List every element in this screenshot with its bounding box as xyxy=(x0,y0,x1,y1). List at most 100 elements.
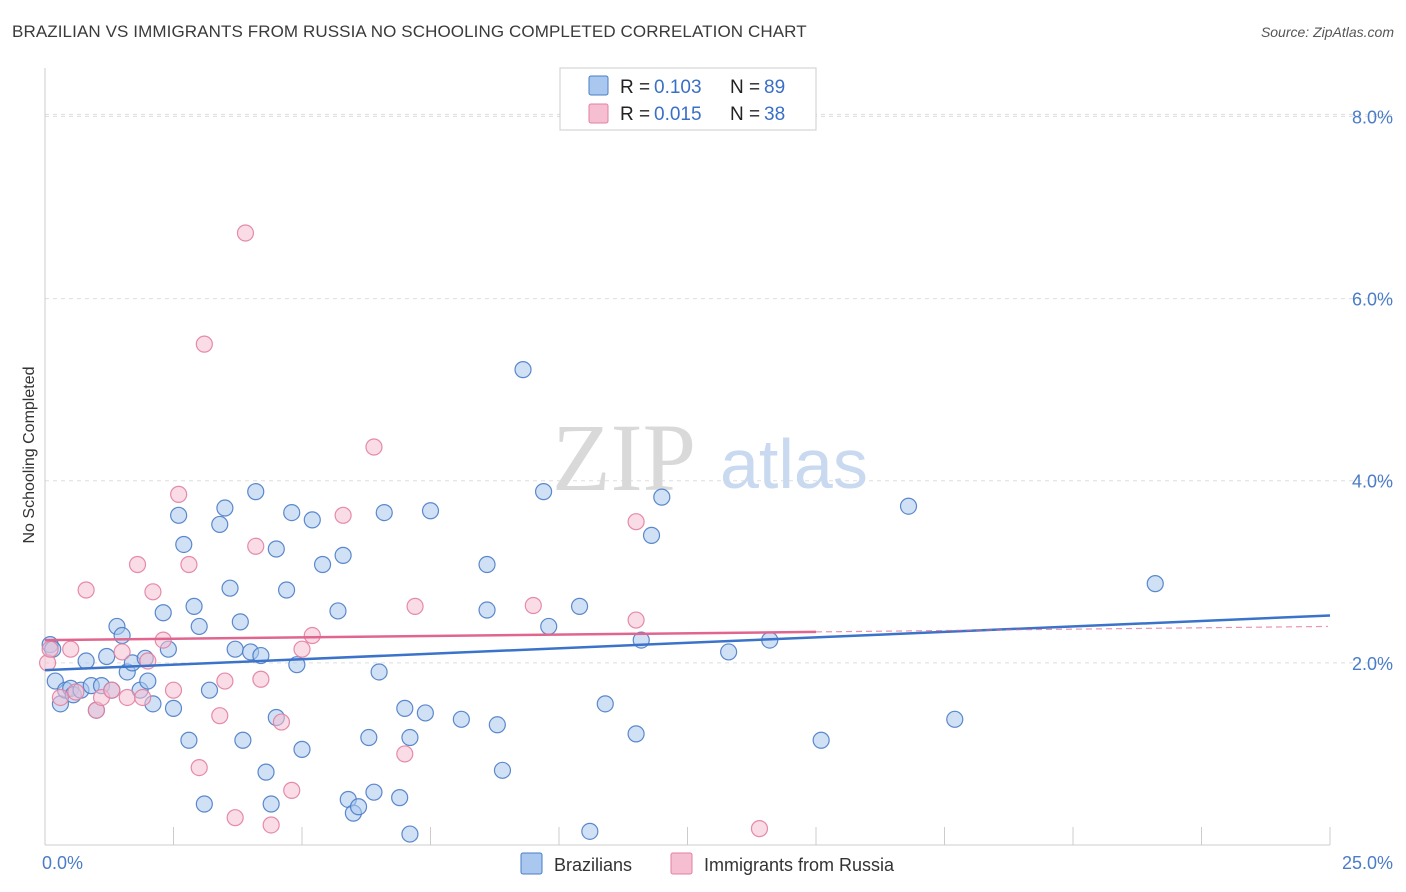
point-brazilians-75 xyxy=(581,822,599,840)
point-russia-32 xyxy=(334,506,352,524)
point-brazilians-72 xyxy=(534,483,553,501)
point-brazilians-36 xyxy=(231,613,249,631)
point-brazilians-61 xyxy=(396,699,414,717)
point-brazilians-52 xyxy=(334,546,352,564)
series-legend-swatch-brazilians xyxy=(520,852,543,875)
point-russia-29 xyxy=(283,781,301,799)
point-russia-37 xyxy=(627,513,645,531)
point-brazilians-51 xyxy=(329,602,347,620)
series-legend: Brazilians Immigrants from Russia xyxy=(520,852,895,875)
chart-title: BRAZILIAN VS IMMIGRANTS FROM RUSSIA NO S… xyxy=(12,22,807,41)
series-legend-label-brazilians: Brazilians xyxy=(554,855,632,875)
y-tick-label-0: 2.0% xyxy=(1352,654,1393,674)
point-russia-16 xyxy=(164,681,183,699)
point-brazilians-32 xyxy=(211,515,229,534)
point-russia-17 xyxy=(170,485,188,503)
point-russia-3 xyxy=(62,640,80,658)
legend-r-label-0: R = xyxy=(620,77,650,98)
point-russia-20 xyxy=(195,335,213,353)
point-brazilians-26 xyxy=(175,535,193,554)
y-tick-label-1: 4.0% xyxy=(1352,472,1393,492)
point-brazilians-58 xyxy=(370,663,388,681)
point-brazilians-66 xyxy=(452,710,470,728)
point-russia-39 xyxy=(750,820,769,838)
point-brazilians-43 xyxy=(267,540,285,558)
point-russia-33 xyxy=(365,438,383,456)
legend-r-label-1: R = xyxy=(620,104,650,125)
point-russia-25 xyxy=(247,537,265,555)
point-brazilians-28 xyxy=(185,597,203,615)
point-brazilians-34 xyxy=(221,579,239,597)
point-brazilians-62 xyxy=(401,728,419,747)
point-brazilians-73 xyxy=(540,617,558,636)
watermark: ZIP atlas xyxy=(552,404,868,511)
point-brazilians-25 xyxy=(170,506,188,524)
x-tick-label-1: 25.0% xyxy=(1342,853,1393,873)
correlation-legend: R = 0.103 N = 89 R = 0.015 N = 38 xyxy=(559,67,817,131)
point-russia-36 xyxy=(524,596,542,615)
series-legend-label-russia: Immigrants from Russia xyxy=(704,855,895,875)
point-brazilians-83 xyxy=(812,731,830,749)
point-brazilians-30 xyxy=(195,795,213,813)
y-axis-label: No Schooling Completed xyxy=(21,367,38,544)
legend-swatch-russia xyxy=(588,103,609,124)
point-russia-23 xyxy=(226,809,244,827)
point-brazilians-60 xyxy=(391,789,409,807)
point-brazilians-50 xyxy=(313,555,332,574)
point-brazilians-63 xyxy=(401,825,419,843)
point-russia-31 xyxy=(303,626,321,645)
point-brazilians-35 xyxy=(226,640,244,658)
point-russia-14 xyxy=(144,583,162,601)
point-russia-30 xyxy=(293,640,311,658)
point-brazilians-81 xyxy=(720,643,738,661)
y-tick-label-2: 6.0% xyxy=(1352,290,1393,310)
point-brazilians-22 xyxy=(154,604,172,622)
point-brazilians-20 xyxy=(139,672,157,690)
point-brazilians-42 xyxy=(262,795,280,813)
point-russia-19 xyxy=(190,758,208,777)
legend-n-value-1: 38 xyxy=(764,104,785,125)
point-russia-10 xyxy=(118,688,136,707)
legend-n-label-1: N = xyxy=(730,104,760,125)
point-brazilians-12 xyxy=(98,647,116,666)
point-brazilians-45 xyxy=(277,581,296,599)
watermark-atlas: atlas xyxy=(720,425,868,503)
point-brazilians-79 xyxy=(642,526,661,544)
point-russia-1 xyxy=(41,640,59,658)
point-russia-27 xyxy=(262,816,280,834)
point-brazilians-85 xyxy=(946,710,964,728)
watermark-zip: ZIP xyxy=(552,404,696,511)
point-russia-8 xyxy=(103,681,121,699)
point-russia-2 xyxy=(51,688,70,707)
point-brazilians-59 xyxy=(375,503,393,522)
point-brazilians-65 xyxy=(421,502,440,520)
point-russia-35 xyxy=(406,597,424,615)
point-russia-34 xyxy=(396,745,414,763)
point-brazilians-80 xyxy=(653,488,671,506)
grid xyxy=(45,113,1392,664)
point-brazilians-70 xyxy=(493,761,512,779)
point-brazilians-27 xyxy=(180,731,198,749)
source-credit: Source: ZipAtlas.com xyxy=(1260,24,1394,40)
y-tick-label-3: 8.0% xyxy=(1352,107,1393,127)
axes: 2.0% 4.0% 6.0% 8.0% 0.0% 25.0% xyxy=(42,68,1393,873)
trend-line-russia xyxy=(44,630,817,642)
point-brazilians-29 xyxy=(190,617,208,636)
legend-r-value-1: 0.015 xyxy=(654,104,702,125)
point-russia-11 xyxy=(128,555,147,574)
trend-line-extension-russia xyxy=(815,625,1329,633)
point-brazilians-67 xyxy=(478,601,496,619)
point-russia-28 xyxy=(272,713,291,731)
point-russia-5 xyxy=(77,581,95,599)
point-brazilians-39 xyxy=(247,483,265,501)
series-legend-swatch-russia xyxy=(670,852,693,875)
point-brazilians-69 xyxy=(488,716,506,734)
point-brazilians-31 xyxy=(200,681,219,699)
point-brazilians-55 xyxy=(349,798,368,816)
point-brazilians-37 xyxy=(234,731,252,749)
point-russia-24 xyxy=(236,224,255,242)
point-brazilians-48 xyxy=(293,740,311,758)
point-brazilians-33 xyxy=(216,499,234,517)
point-russia-26 xyxy=(252,670,270,688)
